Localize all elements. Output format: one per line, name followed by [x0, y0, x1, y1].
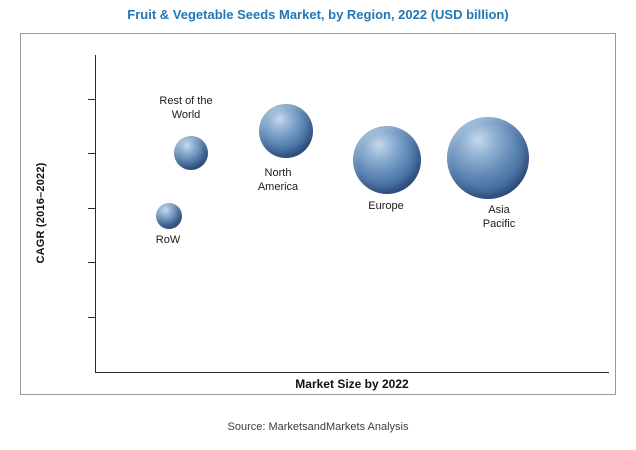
- bubble-row: [156, 203, 182, 229]
- source-text: Source: MarketsandMarkets Analysis: [227, 421, 409, 433]
- bubble-north-america: [259, 104, 313, 158]
- y-axis-tick: [88, 153, 96, 154]
- bubble-label-europe: Europe: [368, 200, 404, 212]
- bubble-asia-pacific: [447, 117, 529, 199]
- plot-frame: [20, 33, 616, 395]
- y-axis-line: [95, 55, 96, 373]
- bubble-europe: [353, 126, 421, 194]
- y-axis-tick: [88, 317, 96, 318]
- x-axis-label: Market Size by 2022: [295, 377, 409, 391]
- bubble-rest-of-the-world: [174, 136, 208, 170]
- y-axis-label: CAGR (2016–2022): [35, 162, 47, 264]
- bubble-label-row: RoW: [155, 234, 181, 246]
- chart-title: Fruit & Vegetable Seeds Market, by Regio…: [127, 7, 509, 22]
- bubble-label-north-america: North America: [257, 167, 299, 193]
- x-axis-line: [95, 372, 609, 373]
- bubble-label-asia-pacific: Asia Pacific: [482, 204, 516, 230]
- bubble-label-rest-of-the-world: Rest of the World: [159, 95, 213, 121]
- y-axis-tick: [88, 99, 96, 100]
- y-axis-tick: [88, 208, 96, 209]
- y-axis-tick: [88, 262, 96, 263]
